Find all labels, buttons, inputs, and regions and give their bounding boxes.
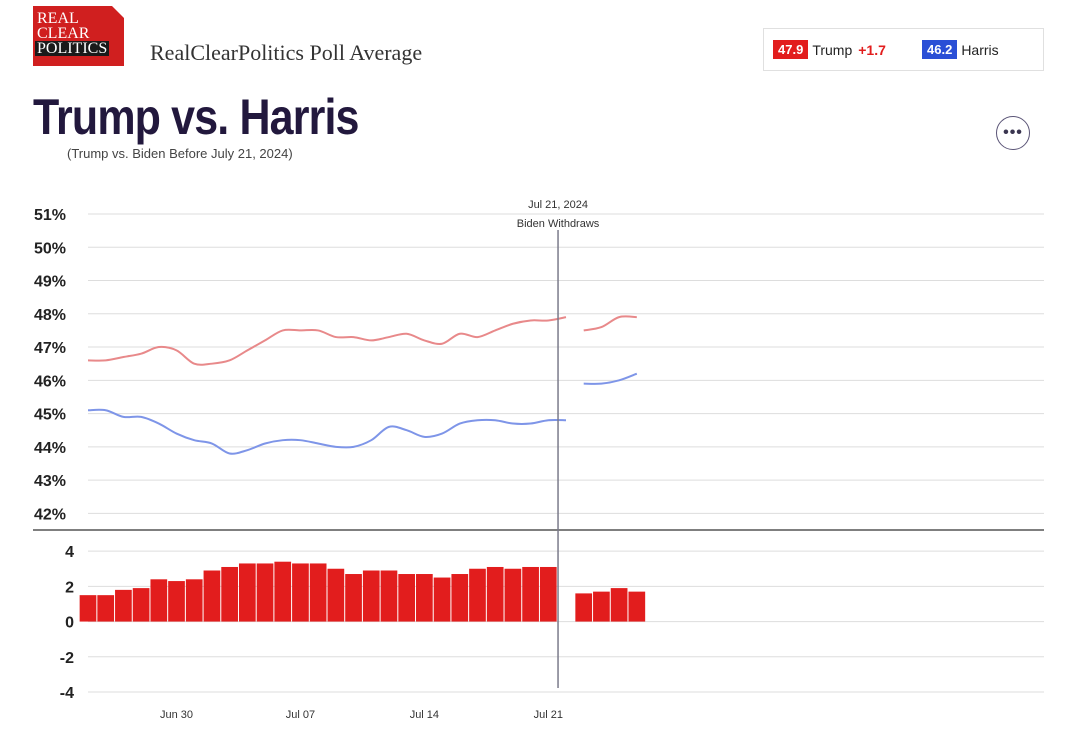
logo-line-real: REAL (37, 10, 79, 27)
logo-line-politics: POLITICS (35, 40, 110, 57)
y-tick-label-bottom: -2 (60, 650, 74, 667)
y-tick-label-top: 44% (34, 440, 66, 457)
spread-bar (115, 589, 132, 622)
spread-bar (132, 588, 150, 622)
spread-bar (522, 566, 539, 622)
spread-bar (398, 574, 416, 622)
spread-bar (345, 574, 362, 622)
rcp-logo[interactable]: REAL CLEAR POLITICS (33, 6, 124, 66)
spread-bar (79, 595, 97, 622)
legend-harris-name: Harris (961, 41, 999, 58)
series-line-trump (87, 316, 567, 366)
x-tick-label: Jul 14 (410, 709, 439, 721)
spread-bar (309, 563, 327, 622)
spread-bar (593, 591, 610, 622)
legend-trump-spread: +1.7 (858, 41, 886, 58)
legend-trump-value: 47.9 (773, 40, 809, 59)
series-line-harris (583, 372, 638, 385)
logo-corner-fold (112, 6, 124, 18)
x-tick-label: Jun 30 (160, 709, 193, 721)
y-tick-label-top: 46% (34, 373, 66, 390)
y-tick-label-top: 49% (34, 274, 66, 291)
page-title: Trump vs. Harris (33, 89, 359, 145)
y-tick-label-top: 43% (34, 473, 66, 490)
y-tick-label-bottom: 4 (65, 544, 74, 561)
y-tick-label-bottom: -4 (60, 685, 74, 702)
legend-item-harris: 46.2 Harris (922, 40, 999, 59)
y-tick-label-top: 42% (34, 506, 66, 523)
spread-bar (486, 566, 504, 622)
spread-bar (274, 561, 292, 622)
x-tick-label: Jul 21 (534, 709, 563, 721)
x-tick-label: Jul 07 (286, 709, 315, 721)
brand-title: RealClearPolitics Poll Average (150, 40, 423, 65)
y-tick-label-top: 50% (34, 240, 66, 257)
page-subtitle: (Trump vs. Biden Before July 21, 2024) (67, 146, 293, 161)
y-tick-label-top: 45% (34, 407, 66, 424)
spread-bar (221, 566, 238, 622)
y-tick-label-top: 47% (34, 340, 66, 357)
more-horizontal-icon: ••• (1003, 124, 1023, 141)
spread-bar (610, 588, 628, 622)
spread-bar (185, 579, 203, 622)
event-marker-label: Biden Withdraws (517, 218, 600, 230)
legend-trump-name: Trump (812, 41, 853, 58)
logo-line-clear: CLEAR (37, 25, 90, 42)
spread-bar (150, 579, 168, 622)
spread-bar (256, 563, 274, 622)
legend-item-trump: 47.9 Trump +1.7 (773, 40, 886, 59)
series-line-harris (87, 408, 567, 455)
event-marker-date: Jul 21, 2024 (528, 199, 588, 211)
spread-bar (504, 568, 522, 622)
y-tick-label-bottom: 2 (65, 579, 74, 596)
legend-box: 47.9 Trump +1.7 46.2 Harris (763, 28, 1044, 71)
more-options-button[interactable]: ••• (996, 116, 1030, 150)
spread-bar (168, 581, 185, 622)
spread-bar (238, 563, 256, 622)
legend-harris-value: 46.2 (922, 40, 958, 59)
spread-bar (451, 574, 469, 622)
spread-bar (292, 563, 309, 622)
spread-bar (327, 568, 345, 622)
spread-bar (575, 593, 593, 622)
y-tick-label-bottom: 0 (65, 615, 74, 632)
spread-bar (203, 570, 221, 622)
spread-bar (416, 574, 433, 622)
spread-bar (97, 595, 115, 622)
spread-bar (628, 591, 646, 622)
series-line-trump (583, 315, 637, 332)
y-tick-label-top: 48% (34, 307, 66, 324)
spread-bar (469, 568, 486, 622)
y-tick-label-top: 51% (34, 207, 66, 224)
spread-bar (362, 570, 380, 622)
spread-bar (433, 577, 451, 622)
spread-bar (380, 570, 398, 622)
spread-bar (539, 566, 557, 622)
